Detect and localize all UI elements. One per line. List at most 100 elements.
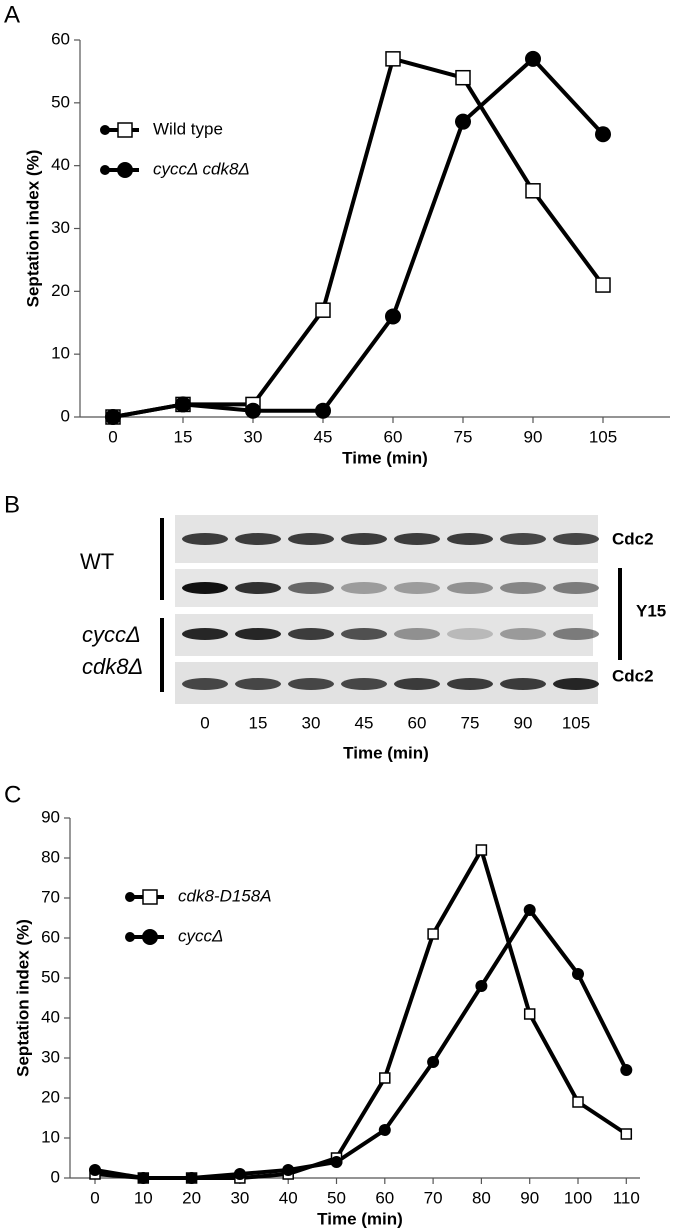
data-point bbox=[620, 1128, 633, 1140]
x-axis-title: Time (min) bbox=[342, 448, 428, 467]
data-point bbox=[523, 1008, 536, 1020]
data-point bbox=[89, 1164, 101, 1176]
band bbox=[235, 582, 281, 594]
y-tick-label: 0 bbox=[51, 1167, 60, 1186]
y-tick-label: 60 bbox=[41, 927, 60, 946]
strain-label: cdk8Δ bbox=[82, 654, 143, 679]
legend-marker bbox=[117, 162, 133, 178]
legend-label: cyccΔ cdk8Δ bbox=[153, 159, 250, 178]
y-tick-label: 40 bbox=[51, 155, 70, 174]
band bbox=[182, 628, 228, 640]
data-point bbox=[330, 1156, 343, 1168]
band bbox=[182, 678, 228, 690]
panel-label: A bbox=[4, 1, 20, 28]
strain-label: WT bbox=[80, 549, 114, 574]
band bbox=[288, 582, 334, 594]
data-point bbox=[595, 277, 611, 293]
data-point bbox=[379, 1072, 391, 1084]
data-point bbox=[137, 1172, 150, 1184]
data-point bbox=[572, 968, 584, 980]
x-tick-label: 60 bbox=[384, 427, 403, 446]
x-tick-label: 70 bbox=[424, 1188, 443, 1207]
band bbox=[447, 628, 493, 640]
band bbox=[553, 582, 599, 594]
data-point bbox=[455, 113, 471, 130]
y-tick-label: 60 bbox=[51, 29, 70, 48]
legend-dot bbox=[125, 892, 135, 902]
y-tick-label: 10 bbox=[41, 1127, 60, 1146]
band bbox=[553, 628, 599, 640]
band bbox=[394, 582, 440, 594]
band bbox=[288, 628, 334, 640]
data-point bbox=[378, 1124, 391, 1136]
legend-label: Wild type bbox=[153, 119, 223, 138]
band bbox=[235, 628, 281, 640]
data-point bbox=[427, 1056, 440, 1068]
band bbox=[394, 628, 440, 640]
lane-label: 75 bbox=[461, 713, 480, 732]
band bbox=[553, 678, 599, 690]
band bbox=[500, 678, 546, 690]
band bbox=[447, 678, 493, 690]
x-tick-label: 0 bbox=[90, 1188, 99, 1207]
data-point bbox=[315, 302, 331, 318]
data-point bbox=[427, 928, 439, 940]
lane-label: 30 bbox=[302, 713, 321, 732]
x-tick-label: 40 bbox=[279, 1188, 298, 1207]
band bbox=[288, 533, 334, 545]
row-label: Y15 bbox=[636, 601, 666, 620]
lane-label: 15 bbox=[249, 713, 268, 732]
data-point bbox=[385, 308, 401, 325]
band bbox=[500, 628, 546, 640]
panel-label: B bbox=[4, 491, 20, 518]
y-tick-label: 50 bbox=[51, 92, 70, 111]
strain-label: cyccΔ bbox=[82, 622, 141, 647]
band bbox=[447, 533, 493, 545]
series-line bbox=[112, 56, 605, 419]
x-tick-label: 20 bbox=[182, 1188, 201, 1207]
y-tick-label: 20 bbox=[51, 281, 70, 300]
y-tick-label: 50 bbox=[41, 967, 60, 986]
data-point bbox=[282, 1164, 295, 1176]
band bbox=[235, 678, 281, 690]
x-tick-label: 50 bbox=[327, 1188, 346, 1207]
series-line bbox=[94, 848, 628, 1180]
data-point bbox=[455, 69, 471, 86]
data-point bbox=[475, 980, 488, 992]
panel-label: C bbox=[4, 781, 21, 808]
x-tick-label: 80 bbox=[472, 1188, 491, 1207]
data-point bbox=[572, 1096, 584, 1108]
western-blot: WT cyccΔ cdk8Δ Cdc2 Y15 Cdc2 Time (min) … bbox=[80, 515, 666, 762]
band bbox=[341, 678, 387, 690]
band bbox=[341, 628, 387, 640]
band bbox=[500, 582, 546, 594]
x-tick-label: 10 bbox=[134, 1188, 153, 1207]
x-tick-label: 45 bbox=[314, 427, 333, 446]
band bbox=[341, 533, 387, 545]
band bbox=[394, 678, 440, 690]
legend-marker bbox=[142, 889, 158, 905]
data-point bbox=[523, 904, 536, 916]
band bbox=[235, 533, 281, 545]
band bbox=[288, 678, 334, 690]
y-tick-label: 70 bbox=[41, 887, 60, 906]
lane-label: 90 bbox=[514, 713, 533, 732]
data-point bbox=[525, 183, 541, 199]
data-point bbox=[175, 396, 191, 413]
legend-dot bbox=[100, 125, 110, 135]
lane-label: 105 bbox=[562, 713, 590, 732]
legend-label: cyccΔ bbox=[178, 926, 223, 945]
y-tick-label: 0 bbox=[61, 406, 70, 425]
x-tick-label: 60 bbox=[375, 1188, 394, 1207]
x-tick-label: 15 bbox=[174, 427, 193, 446]
lane-label: 60 bbox=[408, 713, 427, 732]
x-tick-label: 100 bbox=[564, 1188, 592, 1207]
row-label: Cdc2 bbox=[612, 666, 654, 685]
band bbox=[182, 582, 228, 594]
y-tick-label: 30 bbox=[41, 1047, 60, 1066]
data-point bbox=[315, 402, 331, 419]
x-tick-label: 90 bbox=[520, 1188, 539, 1207]
band bbox=[447, 582, 493, 594]
data-point bbox=[525, 50, 541, 67]
x-tick-label: 75 bbox=[454, 427, 473, 446]
